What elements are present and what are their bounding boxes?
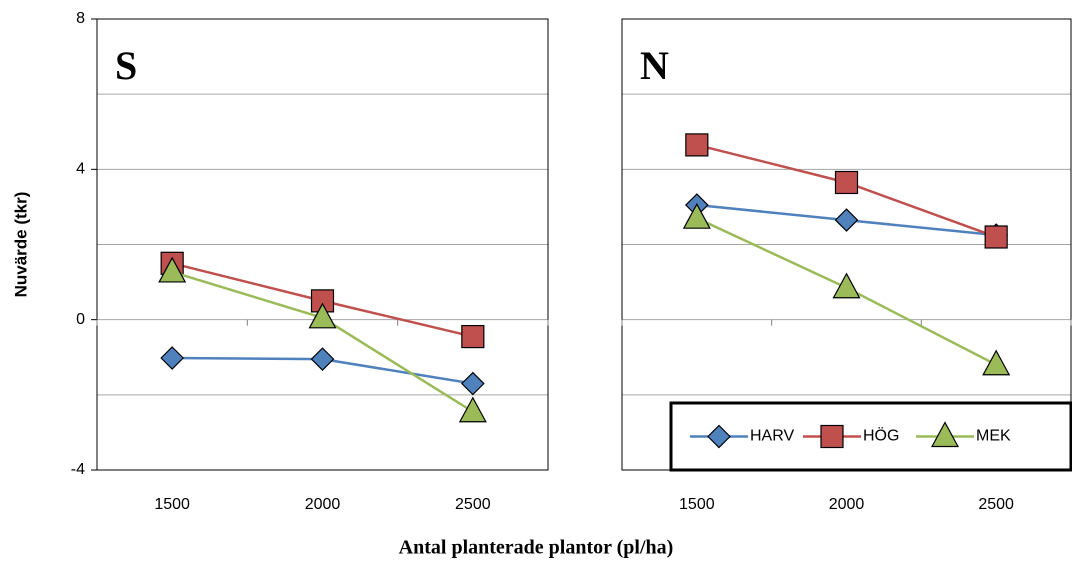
- y-tick-label: 0: [76, 311, 85, 328]
- plot-border: [96, 18, 549, 471]
- x-tick-label: 2500: [978, 496, 1014, 513]
- x-tick-label: 2000: [305, 496, 341, 513]
- marker: [682, 202, 711, 229]
- marker: [820, 424, 844, 449]
- y-tick-label: 8: [76, 10, 85, 27]
- marker: [308, 302, 337, 329]
- panel-title: N: [640, 43, 669, 88]
- marker: [834, 170, 859, 195]
- marker: [160, 346, 185, 370]
- y-tick-label: 4: [76, 161, 85, 178]
- marker: [834, 208, 859, 232]
- marker: [158, 256, 187, 283]
- legend-label: HÖG: [863, 427, 899, 445]
- marker: [984, 225, 1008, 249]
- marker: [832, 272, 861, 299]
- x-tick-label: 2000: [829, 496, 865, 513]
- x-tick-label: 1500: [679, 496, 715, 513]
- marker: [707, 424, 731, 449]
- x-tick-label: 1500: [154, 496, 190, 513]
- marker: [310, 347, 335, 371]
- marker: [930, 421, 960, 448]
- panel-title: S: [115, 43, 137, 88]
- marker: [982, 349, 1011, 376]
- legend-label: HARV: [750, 428, 794, 445]
- x-tick-label: 2500: [455, 496, 491, 513]
- marker: [458, 396, 487, 423]
- y-axis-title: Nuvärde (tkr): [11, 192, 30, 298]
- legend-label: MEK: [976, 428, 1011, 445]
- marker: [461, 324, 485, 349]
- marker: [685, 133, 709, 157]
- y-tick-label: -4: [71, 461, 85, 478]
- x-axis-title: Antal planterade plantor (pl/ha): [399, 537, 674, 559]
- marker: [460, 371, 485, 396]
